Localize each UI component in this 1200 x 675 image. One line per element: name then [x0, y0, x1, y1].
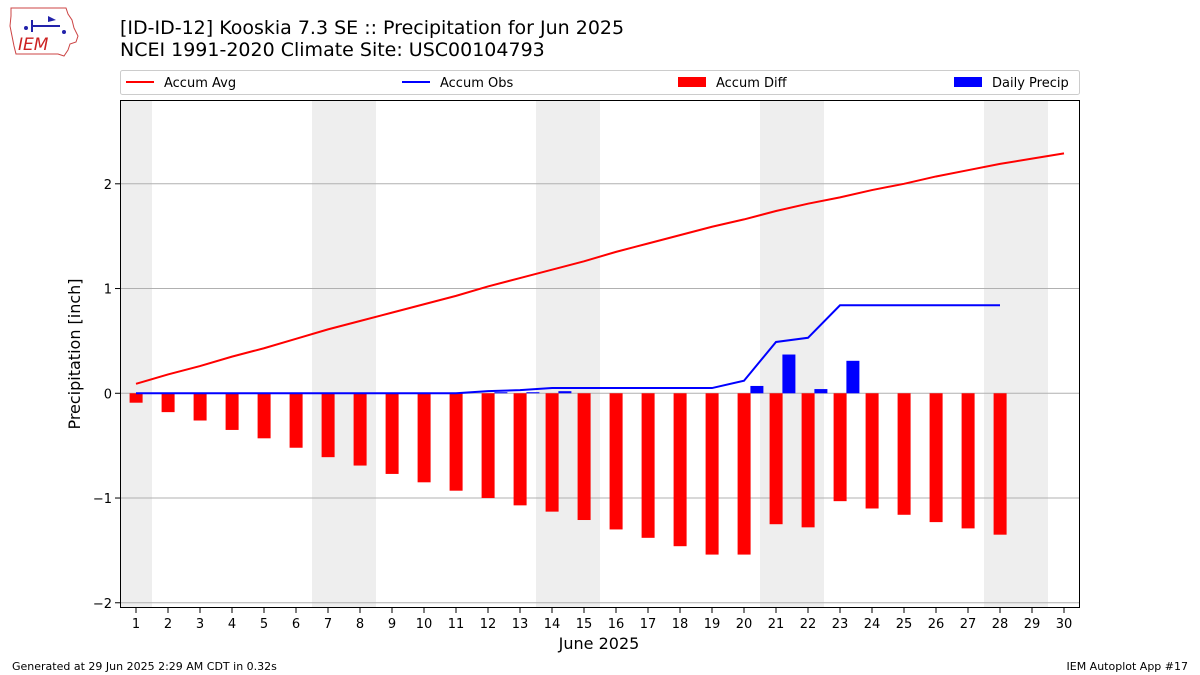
x-axis-label: June 2025: [558, 634, 640, 653]
x-tick-label: 26: [928, 617, 945, 632]
legend-frame: [120, 70, 1080, 95]
accum-diff-bar: [385, 393, 399, 474]
chart-subtitle: NCEI 1991-2020 Climate Site: USC00104793: [120, 39, 545, 61]
x-tick-label: 5: [260, 617, 268, 632]
x-tick-label: 30: [1056, 617, 1073, 632]
accum-diff-bar: [353, 393, 367, 466]
legend: Accum Avg Accum Obs Accum Diff Daily Precip: [120, 70, 1080, 95]
x-tick-label: 12: [480, 617, 497, 632]
daily-precip-bar: [526, 392, 540, 394]
x-tick-label: 6: [292, 617, 300, 632]
accum-diff-bar: [193, 393, 207, 421]
generated-timestamp: Generated at 29 Jun 2025 2:29 AM CDT in …: [12, 660, 277, 673]
accum-diff-bar: [737, 393, 751, 555]
weekend-shade: [536, 100, 600, 608]
chart-title: [ID-ID-12] Kooskia 7.3 SE :: Precipitati…: [120, 17, 625, 39]
accum-diff-bar: [705, 393, 719, 555]
legend-accum-diff-label: Accum Diff: [716, 76, 788, 91]
accum-diff-bar: [833, 393, 847, 502]
accum-diff-bar: [513, 393, 527, 506]
x-tick-label: 27: [960, 617, 977, 632]
x-tick-label: 23: [832, 617, 849, 632]
x-tick-label: 28: [992, 617, 1009, 632]
accum-diff-bar: [225, 393, 239, 430]
legend-accum-avg-label: Accum Avg: [164, 76, 236, 91]
x-tick-label: 13: [512, 617, 529, 632]
accum-diff-bar: [929, 393, 943, 523]
y-tick-label: 2: [104, 178, 112, 193]
x-tick-label: 11: [448, 617, 465, 632]
accum-diff-bar: [609, 393, 623, 530]
weekend-shade: [760, 100, 824, 608]
accum-diff-bar: [865, 393, 879, 509]
accum-diff-bar: [577, 393, 591, 521]
x-tick-label: 9: [388, 617, 396, 632]
logo-text: IEM: [18, 35, 49, 55]
lines: [135, 152, 1065, 395]
x-tick-label: 19: [704, 617, 721, 632]
x-tick-label: 2: [164, 617, 172, 632]
y-axis-label: Precipitation [inch]: [65, 278, 84, 429]
accum-diff-bar: [545, 393, 559, 512]
legend-daily-precip-swatch: [954, 77, 982, 87]
x-tick-label: 7: [324, 617, 332, 632]
x-tick-label: 4: [228, 617, 236, 632]
accum-diff-bar: [481, 393, 495, 499]
plot-frame: [120, 100, 1080, 608]
weekend-shade: [312, 100, 376, 608]
x-tick-label: 14: [544, 617, 561, 632]
daily-precip-bar: [558, 391, 572, 394]
x-tick-label: 10: [416, 617, 433, 632]
app-credit: IEM Autoplot App #17: [1066, 660, 1189, 673]
weekend-shade: [120, 100, 152, 608]
daily-precip-bar: [782, 354, 796, 394]
y-tick-label: 0: [104, 387, 112, 402]
x-tick-label: 25: [896, 617, 913, 632]
x-tick-label: 8: [356, 617, 364, 632]
iem-logo: IEM: [8, 6, 80, 62]
accum-diff-bar: [257, 393, 271, 439]
daily-precip-bar: [846, 360, 860, 394]
daily-precip-bar: [814, 389, 828, 394]
accum-obs-line: [136, 304, 1000, 395]
accum-diff-bar: [161, 393, 175, 413]
accum-avg-line: [135, 152, 1065, 385]
accum-diff-bar: [673, 393, 687, 547]
accum-diff-bar: [417, 393, 431, 483]
x-tick-label: 18: [672, 617, 689, 632]
bars: [129, 354, 1007, 555]
accum-diff-bar: [289, 393, 303, 448]
legend-accum-obs-label: Accum Obs: [440, 76, 513, 91]
y-tick-label: −2: [93, 597, 112, 612]
accum-diff-bar: [129, 393, 143, 403]
x-tick-label: 20: [736, 617, 753, 632]
accum-diff-bar: [641, 393, 655, 538]
legend-daily-precip-label: Daily Precip: [992, 76, 1069, 91]
x-tick-label: 21: [768, 617, 785, 632]
x-tick-label: 22: [800, 617, 817, 632]
accum-diff-bar: [769, 393, 783, 525]
x-tick-label: 1: [132, 617, 140, 632]
accum-diff-bar: [321, 393, 335, 458]
x-tick-label: 17: [640, 617, 657, 632]
legend-accum-diff-swatch: [678, 77, 706, 87]
accum-diff-bar: [449, 393, 463, 491]
accum-diff-bar: [897, 393, 911, 515]
weekend-shading: [120, 100, 1048, 608]
x-tick-label: 29: [1024, 617, 1041, 632]
y-tick-label: −1: [93, 492, 112, 507]
accum-diff-bar: [961, 393, 975, 529]
x-tick-label: 16: [608, 617, 625, 632]
accum-diff-bar: [993, 393, 1007, 535]
x-tick-label: 24: [864, 617, 881, 632]
accum-diff-bar: [801, 393, 815, 528]
y-tick-label: 1: [104, 283, 112, 298]
daily-precip-bar: [750, 385, 764, 394]
daily-precip-bar: [494, 392, 508, 394]
x-tick-label: 3: [196, 617, 204, 632]
x-tick-label: 15: [576, 617, 593, 632]
